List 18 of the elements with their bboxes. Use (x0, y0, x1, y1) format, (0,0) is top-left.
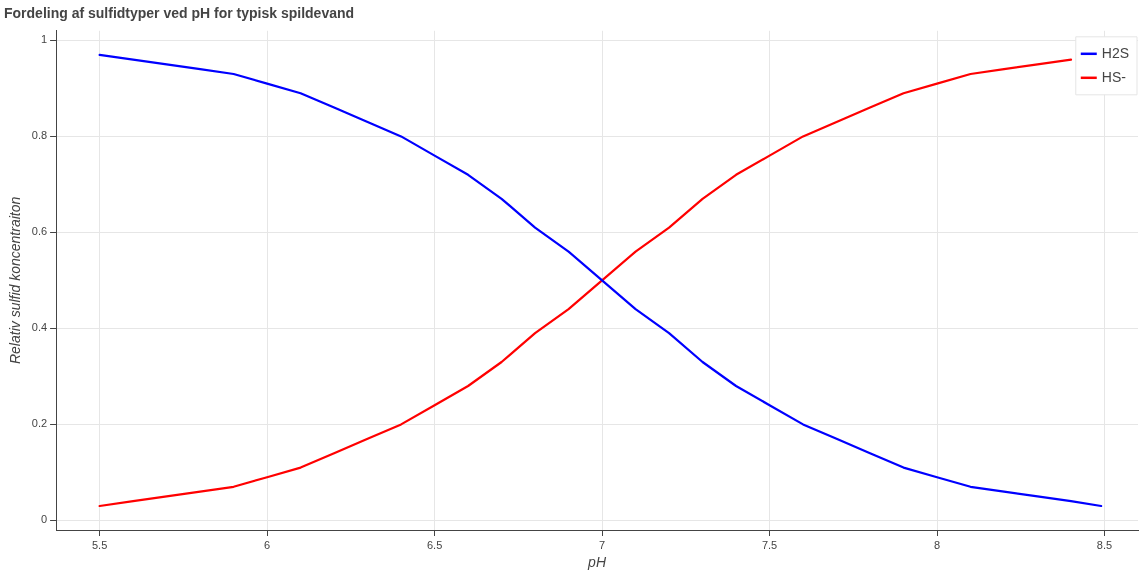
x-tick-label: 6.5 (426, 538, 443, 551)
x-tick-label: 8.5 (1096, 538, 1113, 551)
y-tick-label: 1 (40, 33, 48, 46)
legend-label: HS- (1101, 68, 1127, 85)
x-tick-label: 7.5 (761, 538, 778, 551)
y-tick-label: 0.8 (31, 129, 48, 142)
chart-title: Fordeling af sulfidtyper ved pH for typisk spildevand (4, 5, 355, 22)
y-tick-label: 0.4 (31, 321, 48, 334)
y-tick-label: 0.6 (31, 225, 48, 238)
x-tick-label: 7 (599, 538, 606, 551)
legend-label: H2S (1101, 44, 1129, 61)
x-axis-title: pH (587, 554, 607, 571)
y-tick-label: 0 (40, 513, 48, 526)
y-tick-label: 0.2 (31, 417, 48, 430)
y-axis-title: Relativ sulfid koncentraiton (7, 196, 24, 365)
x-tick-label: 8 (933, 538, 941, 551)
x-tick-label: 5.5 (91, 538, 108, 551)
x-tick-label: 6 (264, 538, 271, 551)
